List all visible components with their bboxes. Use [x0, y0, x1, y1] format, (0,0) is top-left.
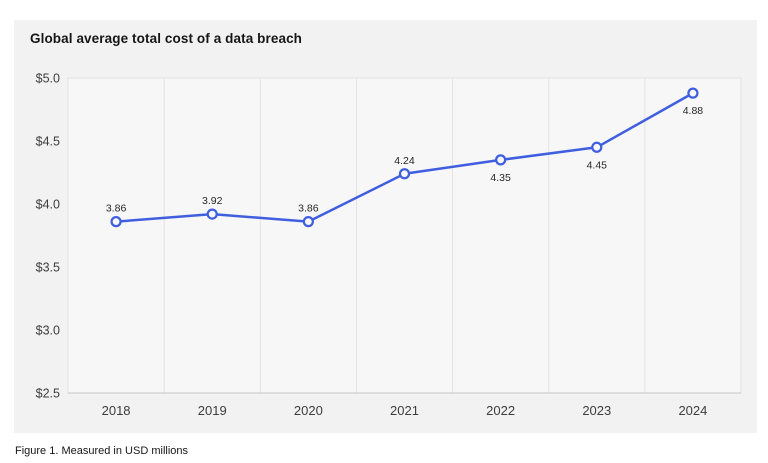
y-axis-tick-label: $2.5 [36, 387, 60, 401]
data-point [398, 168, 411, 180]
y-axis-tick-label: $3.5 [36, 261, 60, 275]
data-point [302, 216, 314, 228]
data-point [495, 154, 507, 166]
data-point-label: 3.86 [298, 203, 319, 215]
x-axis-tick-label: 2022 [486, 403, 515, 418]
y-axis-tick-label: $3.0 [36, 324, 60, 338]
data-point [591, 141, 603, 153]
figure-caption: Figure 1. Measured in USD millions [15, 445, 189, 457]
x-axis-tick-label: 2018 [102, 403, 131, 418]
data-point-label: 3.92 [202, 195, 223, 207]
line-chart: $5.0 $4.5 $4.0 $3.5 $3.0 $2.5 2018 2019 2020 2021… [36, 72, 742, 418]
x-axis-tick-label: 2023 [582, 403, 611, 418]
chart-panel: Global average total cost of a data brea… [14, 20, 757, 433]
data-point-label: 4.24 [394, 155, 415, 167]
data-point [110, 216, 122, 228]
data-point-label: 3.86 [106, 203, 127, 215]
y-axis-tick-label: $5.0 [36, 72, 60, 86]
data-point-label: 4.88 [683, 105, 704, 117]
data-point-label: 4.45 [587, 159, 608, 171]
data-point [206, 208, 218, 220]
plot-area [68, 78, 741, 393]
chart-title: Global average total cost of a data brea… [30, 31, 303, 46]
x-axis-tick-label: 2021 [390, 403, 419, 418]
data-point-label: 4.35 [490, 172, 511, 184]
data-point [687, 87, 699, 99]
y-axis-tick-label: $4.5 [36, 135, 60, 149]
x-axis-tick-label: 2019 [198, 403, 227, 418]
x-axis-tick-label: 2020 [294, 403, 323, 418]
x-axis-tick-label: 2024 [678, 403, 707, 418]
y-axis-tick-label: $4.0 [36, 198, 60, 212]
